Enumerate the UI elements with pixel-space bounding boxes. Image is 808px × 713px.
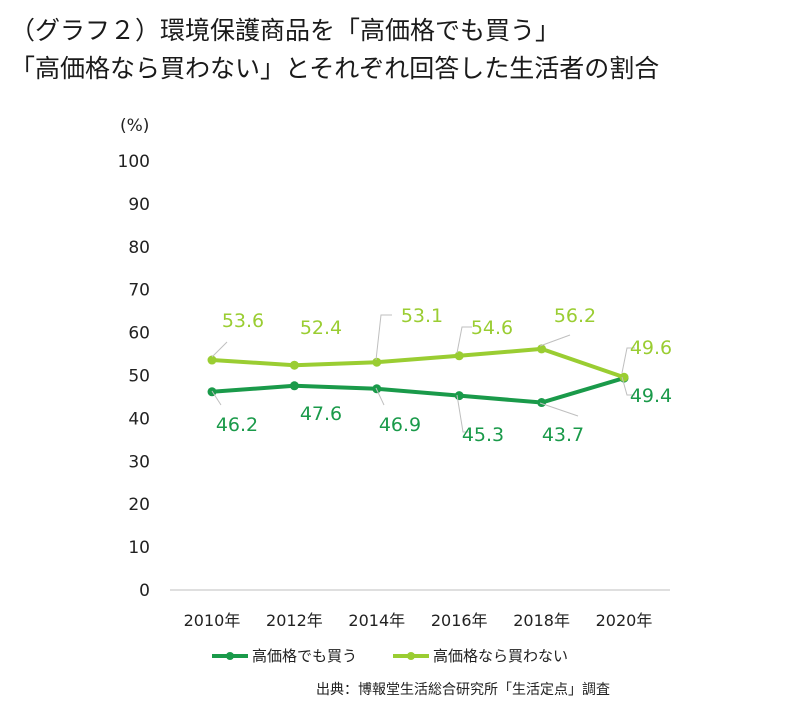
x-tick-label: 2014年 bbox=[348, 611, 405, 630]
data-label-buy-even-if-expensive: 46.9 bbox=[379, 414, 421, 436]
data-point-wont-buy-if-expensive bbox=[207, 355, 217, 365]
data-label-wont-buy-if-expensive: 49.6 bbox=[630, 337, 672, 359]
data-label-wont-buy-if-expensive: 54.6 bbox=[471, 317, 513, 339]
data-label-wont-buy-if-expensive: 56.2 bbox=[554, 305, 596, 327]
leader-line-wont-buy-if-expensive bbox=[539, 334, 571, 347]
data-point-wont-buy-if-expensive bbox=[619, 372, 629, 382]
leader-line-wont-buy-if-expensive bbox=[211, 341, 228, 358]
data-label-buy-even-if-expensive: 43.7 bbox=[542, 424, 584, 446]
data-label-buy-even-if-expensive: 46.2 bbox=[216, 414, 258, 436]
data-point-wont-buy-if-expensive bbox=[454, 351, 464, 361]
x-tick-label: 2012年 bbox=[266, 611, 323, 630]
x-tick-label: 2020年 bbox=[596, 611, 653, 630]
data-label-buy-even-if-expensive: 49.4 bbox=[630, 385, 672, 407]
data-label-wont-buy-if-expensive: 52.4 bbox=[300, 317, 342, 339]
legend-swatch-wont-buy-if-expensive bbox=[393, 651, 430, 660]
leader-line-wont-buy-if-expensive bbox=[456, 326, 472, 354]
data-label-wont-buy-if-expensive: 53.6 bbox=[222, 310, 264, 332]
y-tick-label: 20 bbox=[128, 495, 150, 515]
leader-line-buy-even-if-expensive bbox=[539, 402, 579, 417]
data-point-wont-buy-if-expensive bbox=[537, 344, 547, 354]
legend-swatch-buy-even-if-expensive bbox=[212, 651, 248, 660]
chart-title: （グラフ２）環境保護商品を「高価格でも買う」 「高価格なら買わない」とそれぞれ回… bbox=[10, 12, 800, 88]
data-point-wont-buy-if-expensive bbox=[289, 360, 299, 370]
legend-item-wont-buy-if-expensive: 高価格なら買わない bbox=[393, 645, 568, 666]
y-tick-label: 70 bbox=[128, 281, 150, 301]
data-point-buy-even-if-expensive bbox=[454, 391, 464, 401]
series-line-wont-buy-if-expensive bbox=[210, 346, 626, 380]
y-tick-label: 90 bbox=[128, 195, 150, 215]
series-line-buy-even-if-expensive bbox=[210, 376, 626, 405]
y-tick-label: 60 bbox=[128, 324, 150, 344]
y-tick-label: 10 bbox=[128, 538, 150, 558]
chart-legend: 高価格でも買う 高価格なら買わない bbox=[212, 645, 604, 666]
x-tick-label: 2010年 bbox=[184, 611, 241, 630]
x-tick-label: 2016年 bbox=[431, 611, 488, 630]
legend-item-buy-even-if-expensive: 高価格でも買う bbox=[212, 645, 357, 666]
data-label-wont-buy-if-expensive: 53.1 bbox=[401, 305, 443, 327]
leader-line-buy-even-if-expensive bbox=[456, 394, 469, 433]
y-tick-label: 30 bbox=[128, 452, 150, 472]
leader-line-wont-buy-if-expensive bbox=[375, 314, 392, 361]
leader-line-wont-buy-if-expensive bbox=[621, 347, 635, 374]
chart-title-line-2: 「高価格なら買わない」とそれぞれ回答した生活者の割合 bbox=[10, 54, 660, 83]
legend-label-buy-even-if-expensive: 高価格でも買う bbox=[252, 647, 358, 665]
chart-title-line-1: （グラフ２）環境保護商品を「高価格でも買う」 bbox=[10, 16, 561, 45]
data-point-buy-even-if-expensive bbox=[537, 398, 547, 408]
data-point-buy-even-if-expensive bbox=[289, 381, 299, 391]
legend-label-wont-buy-if-expensive: 高価格なら買わない bbox=[433, 647, 569, 665]
data-label-buy-even-if-expensive: 45.3 bbox=[462, 424, 504, 446]
y-axis-label: (%) bbox=[120, 116, 149, 136]
y-tick-label: 100 bbox=[118, 152, 150, 172]
y-tick-label: 40 bbox=[128, 409, 150, 429]
source-note: 出典：博報堂生活総合研究所「生活定点」調査 bbox=[316, 682, 610, 698]
y-tick-label: 80 bbox=[128, 238, 150, 258]
y-tick-label: 0 bbox=[139, 581, 150, 601]
leader-line-buy-even-if-expensive bbox=[621, 376, 635, 396]
data-label-buy-even-if-expensive: 47.6 bbox=[300, 403, 342, 425]
leader-line-buy-even-if-expensive bbox=[375, 387, 385, 406]
leader-line-buy-even-if-expensive bbox=[211, 390, 222, 406]
data-point-wont-buy-if-expensive bbox=[372, 357, 382, 367]
x-tick-label: 2018年 bbox=[513, 611, 570, 630]
y-tick-label: 50 bbox=[128, 367, 150, 387]
